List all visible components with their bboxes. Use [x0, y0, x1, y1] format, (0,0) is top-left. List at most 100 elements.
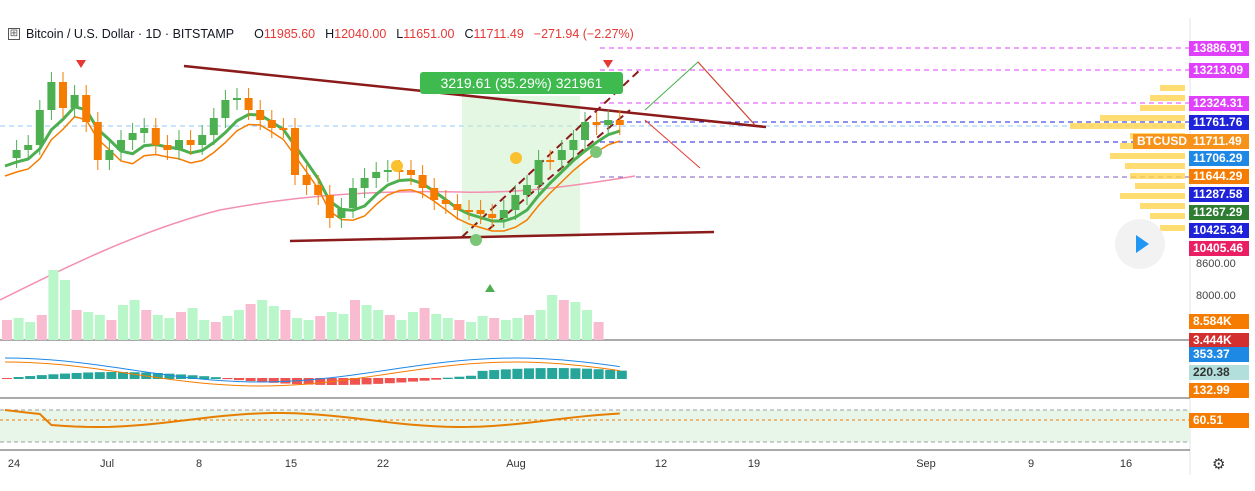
- candle-body[interactable]: [140, 128, 149, 133]
- candle-body[interactable]: [24, 145, 33, 150]
- candle-body[interactable]: [198, 135, 207, 145]
- candle-body[interactable]: [523, 185, 531, 195]
- expand-icon[interactable]: ⊞: [8, 28, 20, 40]
- macd-bar: [315, 378, 326, 385]
- volume-bar: [106, 320, 117, 340]
- support-trendline[interactable]: [289, 230, 715, 243]
- candle-body[interactable]: [407, 170, 415, 175]
- volume-bar: [419, 308, 430, 340]
- macd-bar: [338, 378, 349, 385]
- candle-body[interactable]: [117, 140, 125, 150]
- macd-bar: [373, 378, 384, 384]
- candle-body[interactable]: [430, 188, 439, 200]
- candle-body[interactable]: [12, 150, 21, 158]
- volume-bar: [280, 310, 291, 340]
- volume-bar: [315, 316, 326, 340]
- candle-body[interactable]: [604, 120, 613, 125]
- candle-body[interactable]: [592, 122, 601, 125]
- candle-body[interactable]: [557, 150, 566, 160]
- resistance-trendline[interactable]: [183, 64, 767, 129]
- volume-bar: [350, 300, 360, 340]
- macd-bar: [384, 378, 395, 384]
- candle-body[interactable]: [418, 175, 427, 188]
- candle-body[interactable]: [279, 128, 288, 130]
- candle-body[interactable]: [581, 122, 589, 140]
- candle-body[interactable]: [128, 133, 137, 140]
- candle-body[interactable]: [82, 95, 91, 122]
- play-icon: [1135, 235, 1149, 253]
- candle-body[interactable]: [615, 120, 624, 125]
- candle-body[interactable]: [93, 122, 102, 160]
- price-label: 11761.76: [1189, 115, 1249, 130]
- volume-bar: [477, 316, 488, 340]
- candle-body[interactable]: [35, 110, 44, 145]
- macd-bar: [25, 376, 36, 379]
- macd-bar: [210, 377, 221, 379]
- volume-bar: [396, 320, 407, 340]
- symbol-title[interactable]: Bitcoin / U.S. Dollar · 1D · BITSTAMP: [26, 27, 235, 41]
- candle-body[interactable]: [383, 170, 392, 172]
- macd-bar: [535, 368, 546, 379]
- rsi-line: [4, 409, 620, 428]
- replay-button[interactable]: [1115, 219, 1165, 269]
- volume-bar: [222, 316, 233, 340]
- candle-body[interactable]: [267, 120, 276, 128]
- candle-body[interactable]: [175, 140, 183, 150]
- candle-body[interactable]: [488, 214, 497, 218]
- price-label: 10405.46: [1189, 241, 1249, 256]
- candle-body[interactable]: [476, 210, 485, 214]
- ema-slow-line: [4, 115, 621, 232]
- candle-body[interactable]: [372, 172, 381, 178]
- volume-bar: [570, 302, 581, 340]
- candle-body[interactable]: [546, 160, 555, 162]
- candle-body[interactable]: [534, 160, 543, 185]
- volume-bar: [442, 318, 453, 340]
- candle-body[interactable]: [569, 140, 578, 150]
- candle-body[interactable]: [47, 82, 56, 110]
- candle-body[interactable]: [59, 82, 67, 108]
- signal-dot: [510, 152, 522, 164]
- signal-label: 132.99: [1189, 383, 1249, 398]
- macd-bar: [152, 373, 163, 379]
- candle-body[interactable]: [325, 195, 334, 218]
- candle-body[interactable]: [349, 188, 357, 208]
- candle-body[interactable]: [291, 128, 299, 175]
- volume-bar: [48, 270, 59, 340]
- candle-body[interactable]: [221, 100, 230, 118]
- candle-body[interactable]: [499, 210, 508, 218]
- candle-body[interactable]: [302, 175, 311, 185]
- volume-bar: [454, 320, 465, 340]
- macd-bar: [280, 378, 291, 384]
- volume-bar: [141, 310, 152, 340]
- volume-bar: [582, 310, 592, 340]
- candle-body[interactable]: [337, 208, 346, 218]
- candle-body[interactable]: [465, 210, 473, 212]
- price-label: 11644.29: [1189, 169, 1249, 184]
- candle-body[interactable]: [360, 178, 369, 188]
- candle-body[interactable]: [163, 145, 172, 150]
- candle-body[interactable]: [511, 195, 520, 210]
- candle-body[interactable]: [256, 110, 265, 120]
- candle-body[interactable]: [186, 140, 195, 145]
- candle-body[interactable]: [105, 150, 114, 160]
- candle-body[interactable]: [209, 118, 218, 135]
- macd-bar: [454, 376, 465, 379]
- candle-body[interactable]: [244, 98, 253, 110]
- candle-body[interactable]: [314, 185, 323, 195]
- macd-bar: [36, 375, 47, 379]
- signal-dot: [391, 160, 403, 172]
- gear-icon[interactable]: ⚙: [1212, 456, 1226, 473]
- x-axis-tick: 15: [284, 458, 298, 470]
- macd-line: [4, 357, 620, 383]
- candle-body[interactable]: [441, 200, 450, 204]
- macd-bar: [199, 376, 210, 379]
- macd-bar: [524, 368, 534, 379]
- volume-bar: [338, 314, 349, 340]
- x-axis-tick: 12: [654, 458, 668, 470]
- candle-body[interactable]: [151, 128, 160, 145]
- candle-body[interactable]: [233, 98, 241, 100]
- candle-body[interactable]: [70, 95, 79, 108]
- candle-body[interactable]: [453, 204, 462, 210]
- macd-bar: [48, 374, 59, 379]
